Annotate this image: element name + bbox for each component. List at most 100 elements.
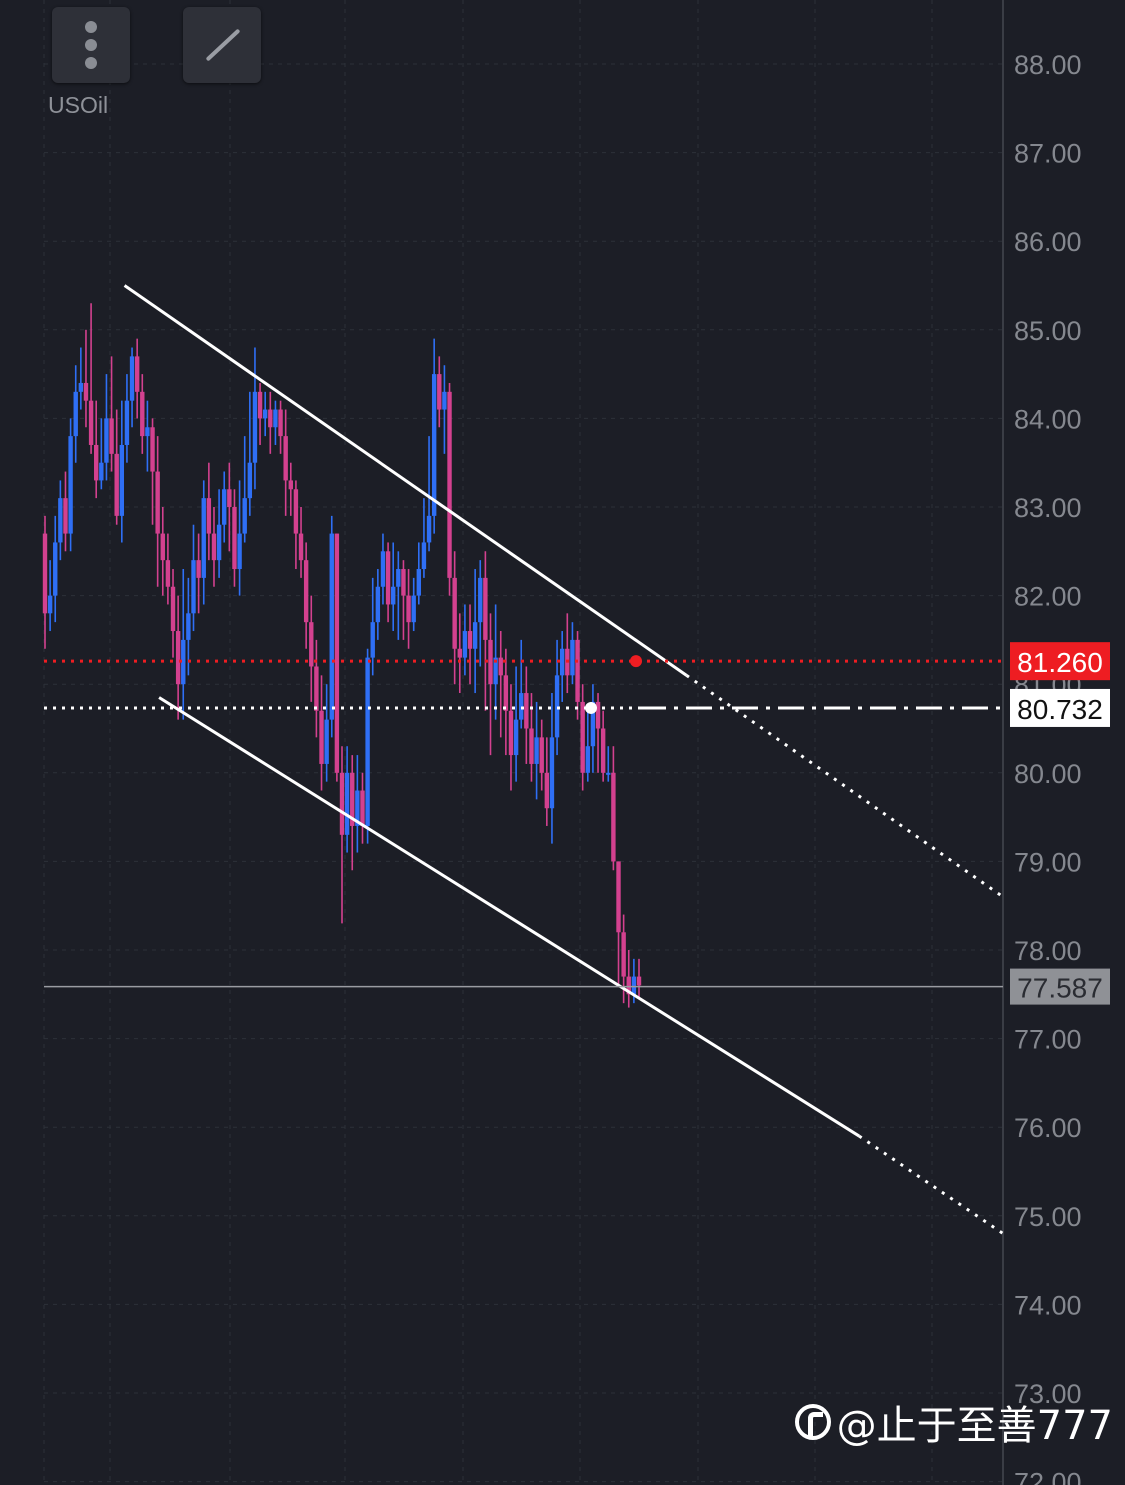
candle [124, 374, 130, 463]
candle-body [68, 436, 73, 534]
trend-channel[interactable] [123, 284, 1004, 1235]
candle-body [63, 498, 68, 534]
current-price-label: 77.587 [1017, 973, 1103, 1004]
candle [411, 577, 416, 632]
candle-body [150, 427, 155, 472]
candle [472, 569, 478, 694]
candle-body [268, 409, 273, 428]
candle [416, 542, 422, 605]
y-tick-label: 84.00 [1014, 404, 1082, 434]
candle-body [186, 613, 191, 640]
candle [329, 515, 334, 738]
candle-body [467, 631, 473, 649]
red-level-label: 81.260 [1017, 647, 1103, 678]
candle-body [232, 507, 237, 570]
candle [391, 542, 396, 632]
symbol-label: USOil [48, 92, 109, 118]
candle [309, 595, 314, 702]
candle [58, 480, 63, 561]
candle [196, 533, 201, 614]
candle-body [452, 577, 457, 649]
candle [191, 524, 196, 632]
pencil-line-icon [205, 28, 241, 62]
candle [396, 551, 401, 640]
candle-body [181, 639, 186, 685]
candle [319, 675, 324, 791]
candle [206, 462, 212, 561]
candle-body [344, 772, 350, 835]
candle-body [83, 382, 89, 401]
candle-body [124, 400, 130, 445]
candle-body [53, 542, 58, 596]
current-price-label-box [1010, 968, 1110, 1005]
candle [554, 639, 560, 756]
candle [78, 347, 84, 410]
candle-body [145, 427, 150, 437]
weibo-logo-icon [794, 1404, 831, 1440]
candle-body [570, 639, 575, 676]
y-tick-label: 74.00 [1014, 1290, 1082, 1320]
candle-body [595, 701, 601, 729]
candle-body [196, 560, 201, 578]
candle-body [472, 622, 478, 649]
candle [262, 391, 268, 437]
candle [600, 710, 606, 782]
candle [483, 551, 488, 711]
candle-body [590, 701, 596, 747]
candle-body [58, 498, 63, 543]
candle-body [365, 657, 370, 826]
candle [585, 710, 590, 782]
candle-body [406, 595, 411, 623]
candle [181, 569, 186, 720]
candle-body [375, 586, 381, 623]
candle [201, 480, 206, 605]
candle [114, 409, 119, 525]
candle-body [360, 790, 365, 826]
candle-body [437, 374, 442, 410]
candle [109, 356, 114, 472]
candle-body [488, 639, 493, 685]
trendline-upper [123, 284, 688, 677]
candle-body [544, 772, 550, 809]
candle [119, 400, 125, 543]
candle [145, 400, 150, 472]
candle-body [478, 577, 483, 623]
candle-body [165, 560, 171, 587]
y-tick-label: 80.00 [1014, 759, 1082, 789]
candle [401, 560, 406, 640]
candle [268, 391, 273, 454]
watermark-text: @止于至善777 [836, 1403, 1113, 1449]
price-levels[interactable]: 81.260 80.732 77.587 [44, 642, 1110, 1005]
candle [360, 772, 365, 844]
candle [519, 639, 524, 729]
candle [549, 693, 555, 844]
candle-body [426, 515, 432, 543]
candle [344, 746, 350, 853]
candle [140, 374, 145, 454]
candle [42, 515, 48, 649]
candle [175, 595, 181, 720]
candle [467, 604, 473, 685]
candle [99, 418, 104, 490]
candle-body [329, 533, 334, 720]
candle-body [431, 374, 437, 516]
candle-body [636, 976, 642, 986]
candle [462, 604, 468, 676]
candle-body [273, 409, 278, 428]
candle-body [559, 648, 565, 676]
candle-body [47, 595, 53, 614]
candle-body [606, 772, 611, 775]
candle [293, 480, 299, 570]
y-tick-label: 85.00 [1014, 316, 1082, 346]
candle [252, 347, 258, 490]
drawing-tool-button[interactable] [183, 7, 261, 83]
price-axis: 88.0087.0086.0085.0084.0083.0082.0081.00… [1014, 50, 1082, 1485]
menu-button[interactable] [52, 7, 130, 83]
candle-body [385, 551, 391, 605]
y-tick-label: 73.00 [1014, 1379, 1082, 1409]
candle-body [78, 382, 84, 392]
candle [165, 533, 171, 605]
candle [298, 507, 304, 578]
candle [150, 418, 155, 525]
